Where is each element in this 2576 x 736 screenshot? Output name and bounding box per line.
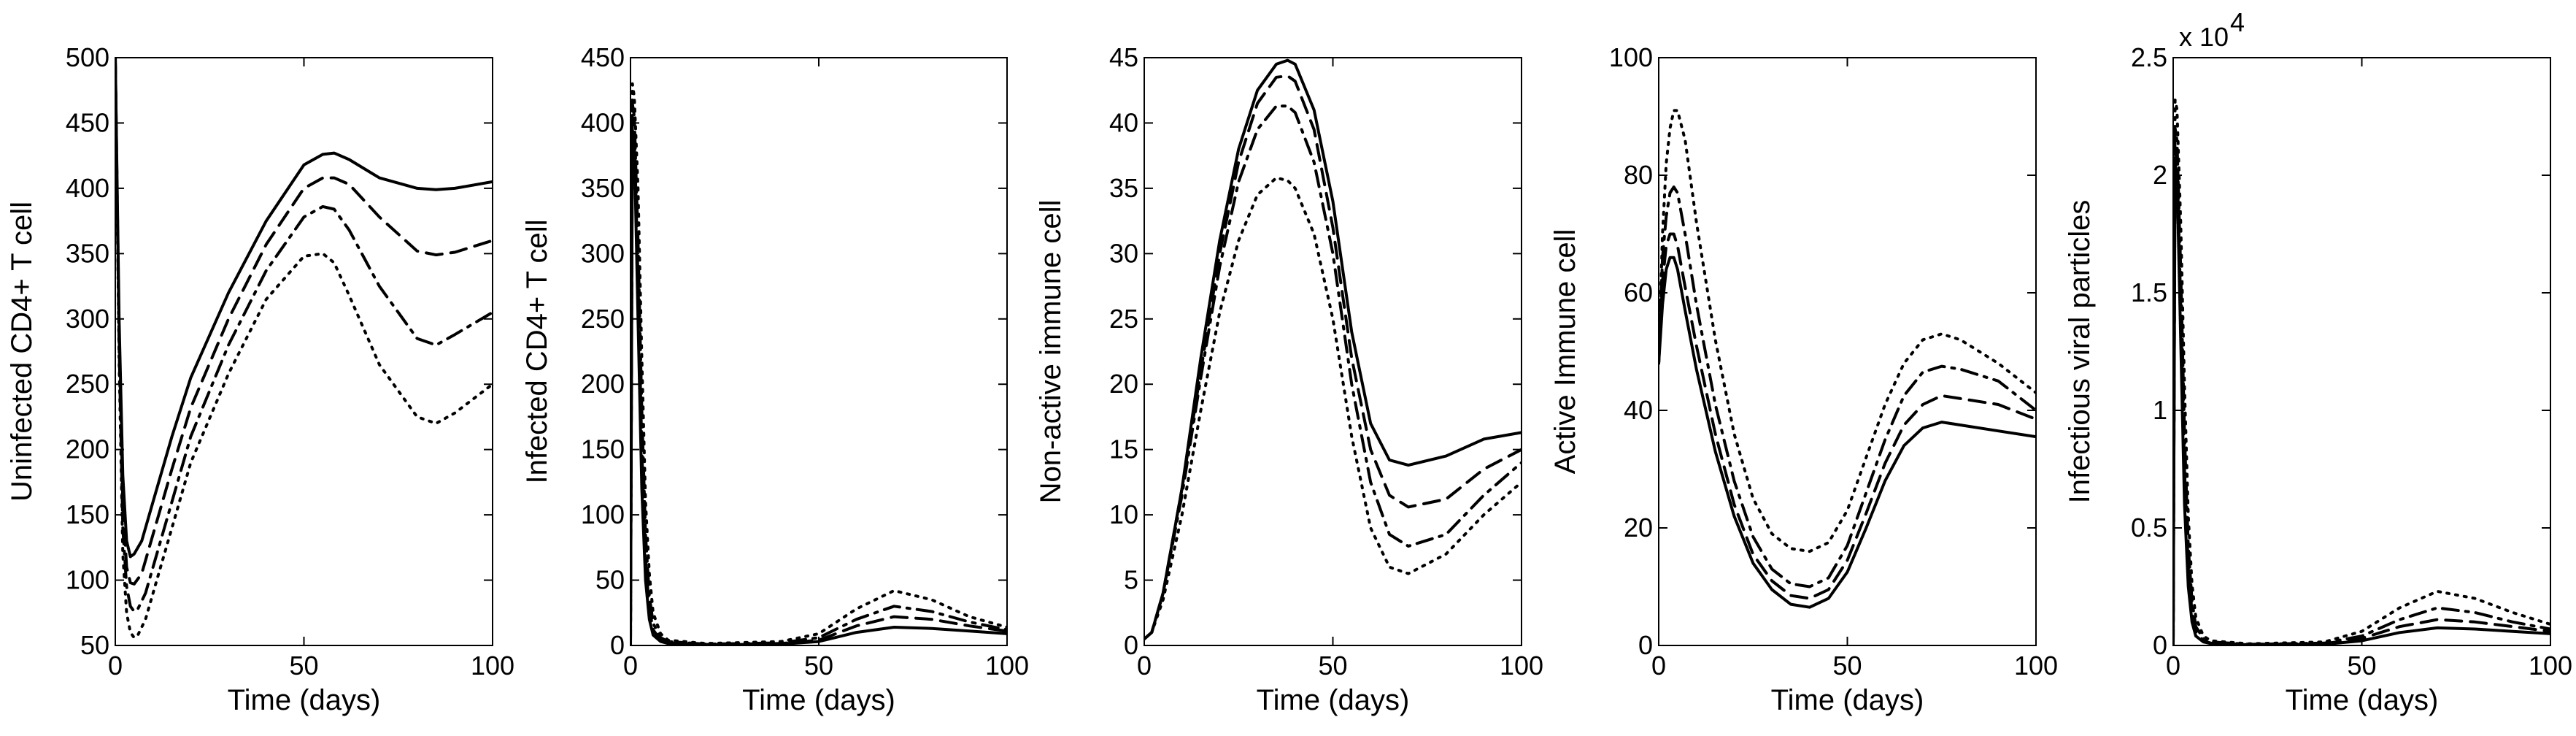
x-tick-label: 50 bbox=[1318, 651, 1347, 681]
x-tick-label: 100 bbox=[2014, 651, 2058, 681]
y-tick-label: 250 bbox=[581, 304, 625, 334]
x-axis-label: Time (days) bbox=[1257, 684, 1410, 716]
x-tick-label: 50 bbox=[804, 651, 833, 681]
y-tick-label: 100 bbox=[1609, 42, 1653, 72]
series-line-solid bbox=[630, 128, 1007, 645]
chart-panel-5: 0 50 100 0 0.5 1 1.5 2 2.5 Time (days) Infectious … bbox=[2064, 7, 2572, 716]
y-tick-label: 40 bbox=[1109, 107, 1138, 137]
y-tick-label: 200 bbox=[581, 369, 625, 399]
y-tick-label: 0 bbox=[1124, 630, 1138, 660]
y-tick-label: 50 bbox=[80, 630, 109, 660]
x-tick-label: 0 bbox=[623, 651, 638, 681]
series-line-solid bbox=[115, 58, 493, 559]
y-tick-label: 40 bbox=[1624, 395, 1653, 425]
series-line-dashed bbox=[115, 58, 493, 586]
y-tick-label: 300 bbox=[66, 304, 109, 334]
x-axis-label: Time (days) bbox=[2286, 684, 2439, 716]
series-line-dashed bbox=[1659, 232, 2036, 600]
series-line-dotted bbox=[1659, 109, 2036, 553]
x-tick-label: 0 bbox=[1137, 651, 1152, 681]
y-tick-label: 450 bbox=[66, 107, 109, 137]
x-tick-label: 100 bbox=[985, 651, 1029, 681]
y-tick-label: 2 bbox=[2153, 160, 2167, 190]
x-axis-label: Time (days) bbox=[228, 684, 381, 716]
plot-frame bbox=[630, 57, 1008, 646]
chart-panel-1: 0 50 10050100150200250300350400450500Time … bbox=[6, 42, 514, 716]
y-tick-label: 60 bbox=[1624, 277, 1653, 307]
series-line-dashed bbox=[630, 115, 1007, 645]
plot-frame bbox=[2172, 57, 2551, 646]
series-line-dashed bbox=[2173, 145, 2550, 645]
scale-factor-label: x 10 bbox=[2179, 22, 2229, 52]
y-tick-label: 0 bbox=[1638, 630, 1653, 660]
chart-panel-4: 0 50 100 0 20 40 60 80 100 Time (days) Active Immu… bbox=[1549, 42, 2058, 716]
y-axis-label: Infected CD4+ T cell bbox=[521, 219, 553, 483]
series-line-dotted bbox=[1144, 176, 1522, 641]
y-tick-label: 30 bbox=[1109, 238, 1138, 268]
y-axis-label: Active Immune cell bbox=[1549, 229, 1581, 475]
y-tick-label: 350 bbox=[581, 173, 625, 203]
y-tick-label: 400 bbox=[66, 173, 109, 203]
scale-factor-exponent: 4 bbox=[2230, 7, 2245, 37]
series-line-dashdot bbox=[115, 58, 493, 613]
series-line-dotted bbox=[2173, 99, 2550, 645]
series-line-dotted bbox=[630, 82, 1007, 645]
y-tick-label: 500 bbox=[66, 42, 109, 72]
x-tick-label: 50 bbox=[2347, 651, 2376, 681]
y-tick-label: 300 bbox=[581, 238, 625, 268]
y-tick-label: 45 bbox=[1109, 42, 1138, 72]
x-tick-label: 0 bbox=[2166, 651, 2180, 681]
x-tick-label: 100 bbox=[2529, 651, 2572, 681]
chart-panel-2: 0 50 100 0 50 100 150 200 250 300 350 400 450 Time (d… bbox=[521, 42, 1029, 716]
x-tick-label: 50 bbox=[1832, 651, 1862, 681]
y-tick-label: 350 bbox=[66, 238, 109, 268]
plot-frame bbox=[115, 57, 493, 646]
y-tick-label: 200 bbox=[66, 434, 109, 464]
y-tick-label: 0 bbox=[2153, 630, 2167, 660]
y-tick-label: 150 bbox=[581, 434, 625, 464]
series-line-dotted bbox=[115, 58, 493, 640]
y-tick-label: 0.5 bbox=[2131, 513, 2167, 543]
y-tick-label: 25 bbox=[1109, 304, 1138, 334]
x-tick-label: 0 bbox=[108, 651, 123, 681]
series-line-solid bbox=[1659, 256, 2036, 609]
x-tick-label: 50 bbox=[289, 651, 318, 681]
y-axis-label: Infectious viral particles bbox=[2064, 200, 2096, 504]
y-tick-label: 450 bbox=[581, 42, 625, 72]
series-line-dashdot bbox=[1659, 185, 2036, 589]
y-tick-label: 2.5 bbox=[2131, 42, 2167, 72]
y-axis-label: Non-active immune cell bbox=[1035, 200, 1067, 504]
y-tick-label: 150 bbox=[66, 499, 109, 529]
y-tick-label: 1 bbox=[2153, 395, 2167, 425]
y-tick-label: 100 bbox=[581, 499, 625, 529]
x-axis-label: Time (days) bbox=[742, 684, 895, 716]
y-tick-label: 80 bbox=[1624, 160, 1653, 190]
y-tick-label: 20 bbox=[1624, 513, 1653, 543]
series-line-solid bbox=[2173, 161, 2550, 645]
x-axis-label: Time (days) bbox=[1771, 684, 1924, 716]
series-line-dashdot bbox=[2173, 126, 2550, 645]
y-tick-label: 0 bbox=[610, 630, 625, 660]
x-tick-label: 100 bbox=[1500, 651, 1543, 681]
y-tick-label: 15 bbox=[1109, 434, 1138, 464]
series-line-solid bbox=[1144, 58, 1522, 641]
y-tick-label: 100 bbox=[66, 565, 109, 595]
x-tick-label: 100 bbox=[471, 651, 514, 681]
chart-panel-3: 0 50 100 0 5 10 15 20 25 30 35 40 45 Time (days) Non-a… bbox=[1035, 42, 1543, 716]
y-axis-label: Uninfected CD4+ T cell bbox=[6, 202, 38, 502]
y-tick-label: 250 bbox=[66, 369, 109, 399]
x-tick-label: 0 bbox=[1651, 651, 1666, 681]
series-line-dashdot bbox=[1144, 104, 1522, 641]
y-tick-label: 400 bbox=[581, 107, 625, 137]
y-tick-label: 10 bbox=[1109, 499, 1138, 529]
y-tick-label: 5 bbox=[1124, 565, 1138, 595]
y-tick-label: 1.5 bbox=[2131, 277, 2167, 307]
y-tick-label: 50 bbox=[595, 565, 625, 595]
series-line-dashdot bbox=[630, 101, 1007, 645]
y-tick-label: 20 bbox=[1109, 369, 1138, 399]
y-tick-label: 35 bbox=[1109, 173, 1138, 203]
